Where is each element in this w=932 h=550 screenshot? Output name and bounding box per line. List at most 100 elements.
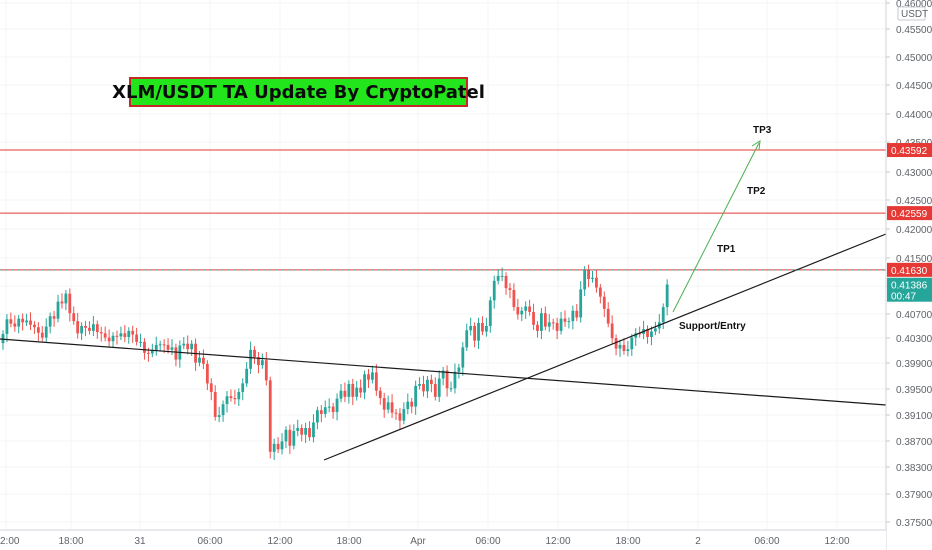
candle-body xyxy=(339,390,343,399)
candle-body xyxy=(473,326,476,341)
candle-body xyxy=(343,390,347,397)
candle-body xyxy=(429,379,433,385)
x-tick-label: 18:00 xyxy=(615,536,640,547)
candle-body xyxy=(410,401,414,407)
candle-body xyxy=(433,384,437,397)
candle-body xyxy=(414,385,418,407)
candle-body xyxy=(249,349,252,369)
candle-body xyxy=(406,401,410,410)
candle-body xyxy=(630,337,634,350)
x-tick-label: 06:00 xyxy=(197,536,222,547)
candle-body xyxy=(131,330,135,335)
x-tick-label: 18:00 xyxy=(336,536,361,547)
candle-body xyxy=(457,367,461,372)
candle-body xyxy=(292,431,296,446)
candle-body xyxy=(316,410,319,423)
y-tick-label: 0.40700 xyxy=(896,310,932,321)
candle-body xyxy=(591,277,594,279)
candle-body xyxy=(650,331,653,337)
candle-body xyxy=(147,352,150,354)
y-tick-label: 0.40300 xyxy=(896,334,932,345)
candle-body xyxy=(64,293,68,304)
candle-body xyxy=(665,284,669,308)
candle-body xyxy=(551,322,555,324)
candlestick-series xyxy=(1,264,669,461)
candle-body xyxy=(587,269,590,279)
candle-body xyxy=(221,404,225,416)
take-profit-levels xyxy=(0,149,886,271)
candle-body xyxy=(99,332,103,334)
ascending-support-trendline xyxy=(323,233,887,461)
candle-body xyxy=(143,341,146,353)
y-tick-label: 0.37900 xyxy=(896,490,932,501)
candle-body xyxy=(559,318,563,331)
last-price-tag xyxy=(887,277,932,302)
y-tick-label: 0.38300 xyxy=(896,463,932,474)
candle-body xyxy=(1,333,5,344)
candle-body xyxy=(547,322,551,327)
candle-body xyxy=(205,363,209,384)
candle-body xyxy=(9,319,13,324)
candle-body xyxy=(634,333,638,338)
candle-body xyxy=(209,383,213,392)
candle-body xyxy=(614,338,618,349)
candle-body xyxy=(40,332,44,338)
candle-body xyxy=(540,313,543,331)
candle-body xyxy=(198,357,201,363)
candle-body xyxy=(127,330,131,337)
candle-body xyxy=(76,321,80,334)
candle-body xyxy=(84,326,87,328)
candle-body xyxy=(422,384,425,392)
candle-body xyxy=(150,350,154,354)
candle-body xyxy=(465,330,469,348)
annotation-support-entry: Support/Entry xyxy=(679,321,746,332)
chart-title-box: XLM/USDT TA Update By CryptoPatel xyxy=(112,77,485,107)
candle-body xyxy=(174,347,178,360)
candle-body xyxy=(186,343,190,350)
candle-body xyxy=(225,396,229,405)
candle-body xyxy=(123,333,127,337)
candle-body xyxy=(355,387,359,397)
price-axis[interactable]: 0.46000 0.45500 0.45000 0.44500 0.44000 0.435… xyxy=(885,0,932,550)
candle-body xyxy=(323,407,327,414)
candle-body xyxy=(378,390,382,399)
candle-body xyxy=(618,344,622,349)
candle-body xyxy=(335,398,339,413)
candle-body xyxy=(17,318,21,327)
x-tick-label: 06:00 xyxy=(754,536,779,547)
candle-body xyxy=(245,368,249,384)
candle-body xyxy=(257,357,260,366)
candle-body xyxy=(571,310,575,322)
candle-body xyxy=(532,311,535,325)
x-tick-label: 18:00 xyxy=(58,536,83,547)
candle-body xyxy=(469,326,473,331)
candle-body xyxy=(33,324,36,328)
candle-body xyxy=(367,374,370,380)
time-axis[interactable]: 2:00 18:00 31 06:00 12:00 18:00 Apr 06:00 12:00 1… xyxy=(0,529,886,550)
candle-body xyxy=(595,277,598,288)
candle-body xyxy=(331,406,335,413)
candle-body xyxy=(5,319,9,334)
candle-body xyxy=(524,306,528,311)
candle-body xyxy=(461,347,465,368)
candle-body xyxy=(563,318,567,322)
candle-body xyxy=(111,335,115,342)
y-tick-label: 0.45000 xyxy=(896,53,932,64)
chart-grid xyxy=(0,0,886,530)
x-tick-label: Apr xyxy=(410,536,426,547)
candle-body xyxy=(488,300,492,327)
x-tick-label: 2:00 xyxy=(0,536,20,547)
currency-label: USDT xyxy=(901,9,928,20)
candle-body xyxy=(280,441,284,450)
candle-body xyxy=(622,344,626,352)
candle-body xyxy=(276,443,280,450)
candle-body xyxy=(241,383,245,392)
candle-body xyxy=(492,280,496,301)
candle-body xyxy=(213,391,217,417)
bar-countdown-text: 00:47 xyxy=(891,292,916,303)
candle-body xyxy=(264,360,268,381)
candle-body xyxy=(516,307,520,315)
y-tick-label: 0.44000 xyxy=(896,110,932,121)
level-price-text: 0.41630 xyxy=(891,266,928,277)
